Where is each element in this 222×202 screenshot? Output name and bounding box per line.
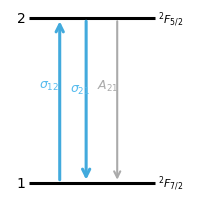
Text: $\sigma_{12}$: $\sigma_{12}$ <box>39 79 59 92</box>
Text: $^{2}F_{7/2}$: $^{2}F_{7/2}$ <box>158 173 183 192</box>
Text: $A_{21}$: $A_{21}$ <box>97 78 119 93</box>
Text: 2: 2 <box>17 12 26 26</box>
Text: $^{2}F_{5/2}$: $^{2}F_{5/2}$ <box>158 10 183 29</box>
Text: $\sigma_{21}$: $\sigma_{21}$ <box>70 83 90 96</box>
Text: 1: 1 <box>17 176 26 190</box>
